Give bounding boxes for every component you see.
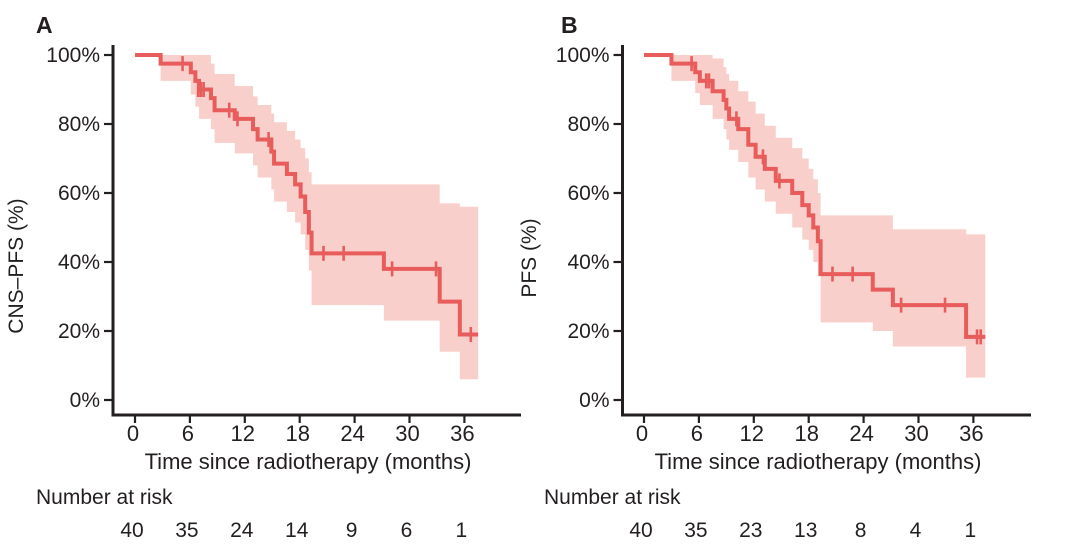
risk-number: 14 — [285, 519, 309, 542]
x-tick-label: 18 — [285, 421, 309, 446]
risk-number: 24 — [230, 519, 254, 542]
y-axis-title-a: CNS–PFS (%) — [5, 198, 28, 334]
y-tick-label: 0% — [70, 389, 100, 412]
risk-number: 6 — [401, 519, 413, 542]
y-tick-label: 20% — [58, 320, 100, 343]
panel-label-b: B — [561, 12, 578, 38]
risk-number: 35 — [684, 519, 707, 542]
risk-number: 35 — [175, 519, 198, 542]
x-tick-label: 30 — [395, 421, 419, 446]
x-tick-label: 0 — [127, 421, 139, 446]
survival-curve — [644, 53, 986, 339]
x-tick-label: 6 — [182, 421, 194, 446]
x-tick-label: 0 — [636, 421, 648, 446]
x-tick-label: 24 — [340, 421, 364, 446]
x-tick-label: 18 — [794, 421, 818, 446]
y-tick-label: 80% — [567, 113, 609, 136]
risk-table-label-a: Number at risk — [36, 486, 173, 509]
y-tick-label: 100% — [556, 44, 610, 67]
x-tick-label: 12 — [231, 421, 255, 446]
y-tick-label: 40% — [58, 251, 100, 274]
risk-table-label-b: Number at risk — [544, 486, 681, 509]
panel-label-a: A — [36, 12, 53, 38]
x-axis-title-a: Time since radiotherapy (months) — [144, 449, 472, 474]
y-axis-title-b: PFS (%) — [518, 218, 541, 298]
risk-number: 23 — [739, 519, 762, 542]
confidence-band — [671, 55, 986, 378]
x-tick-label: 36 — [959, 421, 983, 446]
risk-number: 4 — [910, 519, 922, 542]
y-tick-label: 80% — [58, 113, 100, 136]
x-tick-label: 12 — [740, 421, 764, 446]
confidence-band — [160, 55, 479, 380]
risk-number: 40 — [120, 519, 143, 542]
risk-number: 9 — [346, 519, 358, 542]
risk-number: 1 — [965, 519, 977, 542]
x-axis-title-b: Time since radiotherapy (months) — [654, 449, 982, 474]
x-tick-label: 24 — [849, 421, 873, 446]
x-tick-label: 36 — [450, 421, 474, 446]
y-tick-label: 40% — [567, 251, 609, 274]
y-tick-label: 60% — [567, 182, 609, 205]
risk-number: 13 — [794, 519, 817, 542]
y-tick-label: 100% — [46, 44, 100, 67]
x-tick-label: 6 — [691, 421, 703, 446]
x-tick-label: 30 — [904, 421, 928, 446]
risk-number: 8 — [855, 519, 867, 542]
y-tick-label: 20% — [567, 320, 609, 343]
y-tick-label: 60% — [58, 182, 100, 205]
y-tick-label: 0% — [579, 389, 609, 412]
risk-number: 1 — [456, 519, 468, 542]
risk-number: 40 — [629, 519, 652, 542]
